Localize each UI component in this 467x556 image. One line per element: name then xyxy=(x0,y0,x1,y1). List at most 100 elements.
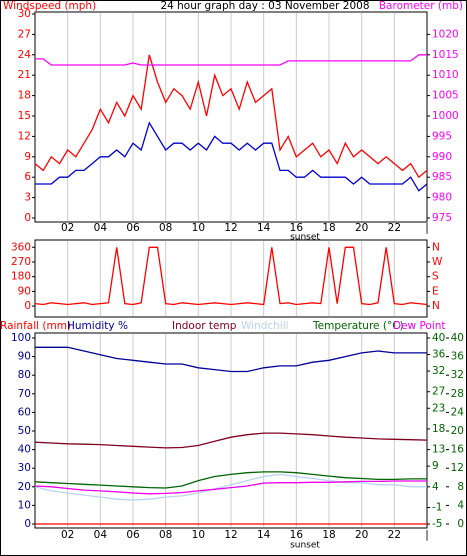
y3-tick-label: 8 xyxy=(457,481,464,493)
series-line xyxy=(34,471,427,489)
y-tick-label: 30 xyxy=(18,8,31,20)
x-tick-label: 14 xyxy=(257,222,271,234)
legend-entry: Humidity % xyxy=(67,320,128,332)
y2-tick-label: 995 xyxy=(432,130,452,142)
y-tick-label: 3 xyxy=(24,192,31,204)
x-tick-label: 20 xyxy=(355,222,368,234)
x-tick-label: 04 xyxy=(94,529,108,541)
y2-tick-label: 975 xyxy=(432,212,452,224)
x-tick-label: 16 xyxy=(290,529,304,541)
y2-tick-label: W xyxy=(432,256,443,268)
legend-entry: Indoor temp xyxy=(172,320,237,332)
y2-tick-label: 1015 xyxy=(432,49,459,61)
y2-tick-label: 980 xyxy=(432,192,452,204)
y-tick-label: 10 xyxy=(18,499,31,511)
y3-tick-label: 36 xyxy=(451,351,465,363)
x-tick-label: 02 xyxy=(61,529,74,541)
x-tick-label: 06 xyxy=(126,529,140,541)
chart-title: 24 hour graph day : 03 November 2008 xyxy=(160,0,369,12)
y-tick-label: 180 xyxy=(11,271,31,283)
y-tick-label: 90 xyxy=(18,285,31,297)
y2-tick-label: -1 xyxy=(432,501,442,513)
y2-tick-label: 40 xyxy=(432,332,445,344)
sunset-label: sunset xyxy=(290,541,320,551)
y2-tick-label: 1010 xyxy=(432,69,459,81)
y2-tick-label: N xyxy=(432,241,440,253)
series-line xyxy=(35,346,427,373)
x-tick-label: 10 xyxy=(192,222,205,234)
y-tick-label: 12 xyxy=(18,130,31,142)
y-tick-label: 50 xyxy=(18,425,31,437)
y-tick-label: 360 xyxy=(11,241,31,253)
y3-tick-label: 28 xyxy=(451,388,464,400)
series-line xyxy=(35,121,428,192)
y2-tick-label: 36 xyxy=(432,349,446,361)
y2-tick-label: 985 xyxy=(432,171,452,183)
sunset-label: sunset xyxy=(290,233,320,243)
y2-tick-label: 1020 xyxy=(432,28,459,40)
y3-tick-label: 32 xyxy=(451,369,464,381)
y2-tick-label: S xyxy=(432,271,439,283)
y2-tick-label: 4 xyxy=(432,481,439,493)
x-tick-label: 02 xyxy=(61,222,74,234)
y2-tick-label: 13 xyxy=(432,444,445,456)
y-tick-label: 18 xyxy=(18,90,31,102)
legend-entry: Dew Point xyxy=(393,320,446,332)
x-tick-label: 04 xyxy=(94,222,108,234)
y3-tick-label: 40 xyxy=(451,332,464,344)
x-tick-label: 22 xyxy=(388,222,401,234)
y-tick-label: 0 xyxy=(24,518,31,530)
y3-tick-label: 12 xyxy=(451,462,464,474)
x-tick-label: 12 xyxy=(224,529,237,541)
y-tick-label: 0 xyxy=(24,300,31,312)
y2-tick-label: E xyxy=(432,285,439,297)
y-tick-label: 24 xyxy=(18,49,32,61)
series-line xyxy=(34,432,428,449)
y2-tick-label: 990 xyxy=(432,151,452,163)
y-tick-label: 90 xyxy=(18,351,31,363)
y-tick-label: 21 xyxy=(18,69,31,81)
y2-tick-label: 1005 xyxy=(432,90,459,102)
y-tick-label: 15 xyxy=(18,110,31,122)
y-tick-label: 27 xyxy=(18,28,31,40)
y-tick-label: 70 xyxy=(18,388,31,400)
x-tick-label: 18 xyxy=(322,529,335,541)
legend-entry: Windchill xyxy=(241,320,289,332)
y-tick-label: 100 xyxy=(11,332,31,344)
y3-tick-label: 24 xyxy=(451,406,465,418)
y2-tick-label: 23 xyxy=(432,402,445,414)
x-tick-label: 18 xyxy=(322,222,335,234)
x-tick-label: 22 xyxy=(388,529,401,541)
y2-tick-label: 32 xyxy=(432,365,445,377)
y2-tick-label: 9 xyxy=(432,460,439,472)
x-tick-label: 14 xyxy=(257,529,271,541)
x-tick-label: 08 xyxy=(159,529,172,541)
x-tick-label: 16 xyxy=(290,222,304,234)
series-line xyxy=(35,54,427,66)
y3-tick-label: 0 xyxy=(457,518,464,530)
y2-axis-label: Barometer (mb) xyxy=(379,0,463,12)
y-tick-label: 40 xyxy=(18,444,31,456)
x-tick-label: 12 xyxy=(224,222,237,234)
x-tick-label: | xyxy=(425,529,429,541)
y-tick-label: 80 xyxy=(18,369,31,381)
y2-tick-label: 18 xyxy=(432,423,445,435)
x-tick-label: | xyxy=(425,222,429,234)
y3-tick-label: 4 xyxy=(457,499,464,511)
legend-entry: Temperature (°C) xyxy=(312,320,404,332)
y2-tick-label: -5 xyxy=(432,518,442,530)
series-line xyxy=(34,246,428,306)
y2-tick-label: 1000 xyxy=(432,110,459,122)
series-line xyxy=(34,473,427,501)
series-line xyxy=(34,54,428,179)
y-tick-label: 60 xyxy=(18,406,31,418)
y-axis-label: Windspeed (mph) xyxy=(3,0,96,12)
x-tick-label: 20 xyxy=(355,529,368,541)
y2-tick-label: 27 xyxy=(432,386,445,398)
y-tick-label: 20 xyxy=(18,481,31,493)
x-tick-label: 06 xyxy=(126,222,140,234)
y-tick-label: 9 xyxy=(24,151,31,163)
legend-entry: Rainfall (mm) xyxy=(0,320,71,332)
y-tick-label: 30 xyxy=(18,462,31,474)
